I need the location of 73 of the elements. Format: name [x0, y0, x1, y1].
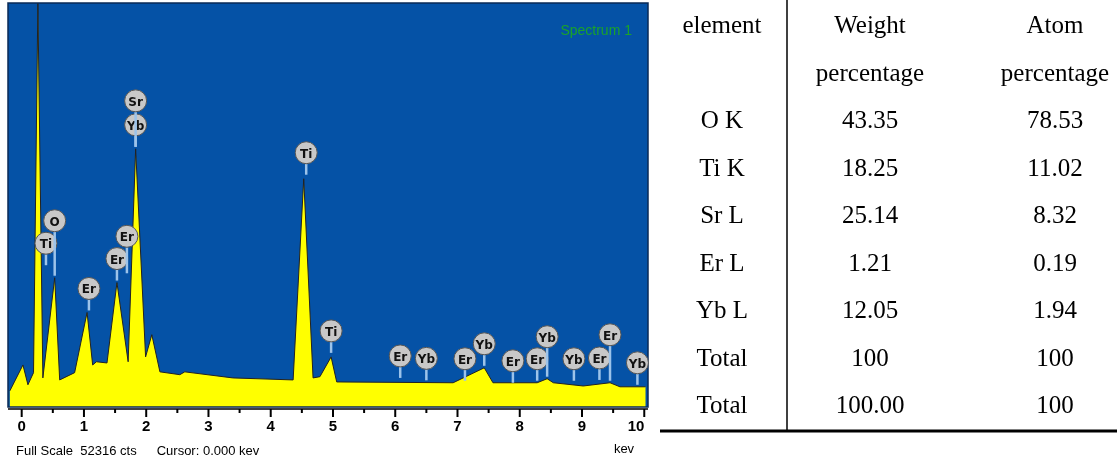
text: 100 — [1036, 343, 1074, 371]
element-marker-pin: Yb — [472, 332, 496, 366]
text: 43.35 — [841, 106, 899, 133]
annotation: Ti — [324, 324, 338, 339]
annotation: Er — [505, 354, 521, 369]
x-tick-label: 7 — [453, 417, 462, 434]
text: 25.14 — [841, 201, 899, 228]
text: 1.21 — [848, 248, 892, 276]
x-tick-label: 3 — [204, 417, 213, 434]
text: 12.05 — [841, 296, 899, 323]
x-tick-label: 9 — [577, 417, 587, 434]
text: 0.19 — [1033, 248, 1077, 276]
category-label: Sr L — [700, 201, 744, 228]
text: 1.94 — [1033, 296, 1077, 323]
element-marker-pin: Yb — [414, 346, 438, 381]
annotation: Er — [457, 352, 473, 367]
annotation: Er — [81, 282, 97, 297]
annotation: Yb — [416, 352, 436, 367]
annotation: Er — [119, 230, 135, 245]
text: 100 — [851, 343, 889, 371]
text: Cursor: 0.000 kev — [156, 443, 260, 458]
category-label: O K — [700, 106, 744, 133]
element-marker-pin: Er — [587, 346, 611, 380]
element-marker-pin: Er — [105, 247, 129, 281]
element-marker-pin: Er — [501, 349, 525, 383]
x-tick-label: 8 — [515, 417, 524, 434]
element-marker-pin: Yb — [562, 347, 586, 381]
annotation: Er — [109, 252, 125, 267]
x-tick-label: 6 — [391, 417, 400, 434]
element-marker-pin: Er — [453, 347, 477, 381]
x-axis-title: kev — [613, 441, 635, 456]
category-label: Ti K — [699, 153, 745, 181]
text: Full Scale 52316 cts — [16, 443, 138, 458]
annotation: Ti — [39, 237, 53, 252]
element-marker-pin: Er — [388, 344, 412, 378]
x-tick-label: 5 — [328, 417, 338, 434]
element-marker-pin: Ti — [294, 141, 318, 175]
category-label: Total — [696, 343, 748, 371]
x-tick-label: 4 — [266, 417, 276, 434]
annotation: Yb — [537, 330, 557, 345]
element-marker-pin: Yb — [625, 351, 649, 385]
annotation: Er — [602, 328, 618, 343]
annotation: Er — [393, 349, 408, 364]
category-label: Total — [696, 391, 748, 418]
text: 100.00 — [835, 391, 905, 418]
annotation: Er — [592, 351, 607, 366]
category-label: Weight percentage — [815, 11, 925, 86]
annotation: Yb — [125, 118, 145, 133]
annotation: Er — [530, 352, 545, 367]
element-marker-pin: Ti — [34, 231, 58, 266]
annotation: Yb — [474, 337, 494, 352]
x-tick-label: 10 — [627, 417, 645, 434]
annotation: Sr — [128, 94, 143, 109]
text: 11.02 — [1027, 153, 1083, 181]
annotation: Ti — [300, 146, 313, 161]
x-tick-label: 0 — [17, 417, 26, 434]
text: 78.53 — [1026, 106, 1084, 133]
category-label: Er L — [699, 248, 745, 276]
category-label: element — [682, 11, 762, 38]
element-marker-pin: Ti — [319, 319, 343, 353]
category-label: Yb L — [695, 296, 749, 323]
text: 100 — [1036, 391, 1074, 418]
category-label: Atom percentage — [1000, 11, 1110, 86]
element-marker-pin: Er — [77, 276, 101, 311]
annotation: Yb — [627, 356, 647, 371]
x-tick-label: 2 — [142, 417, 151, 434]
x-tick-label: 1 — [79, 417, 89, 434]
text: 8.32 — [1033, 201, 1077, 228]
annotation: O — [49, 214, 60, 229]
element-marker-pin: Er — [525, 347, 549, 381]
text: 18.25 — [841, 153, 899, 181]
annotation: Spectrum 1 — [560, 22, 633, 38]
annotation: Yb — [564, 352, 583, 367]
